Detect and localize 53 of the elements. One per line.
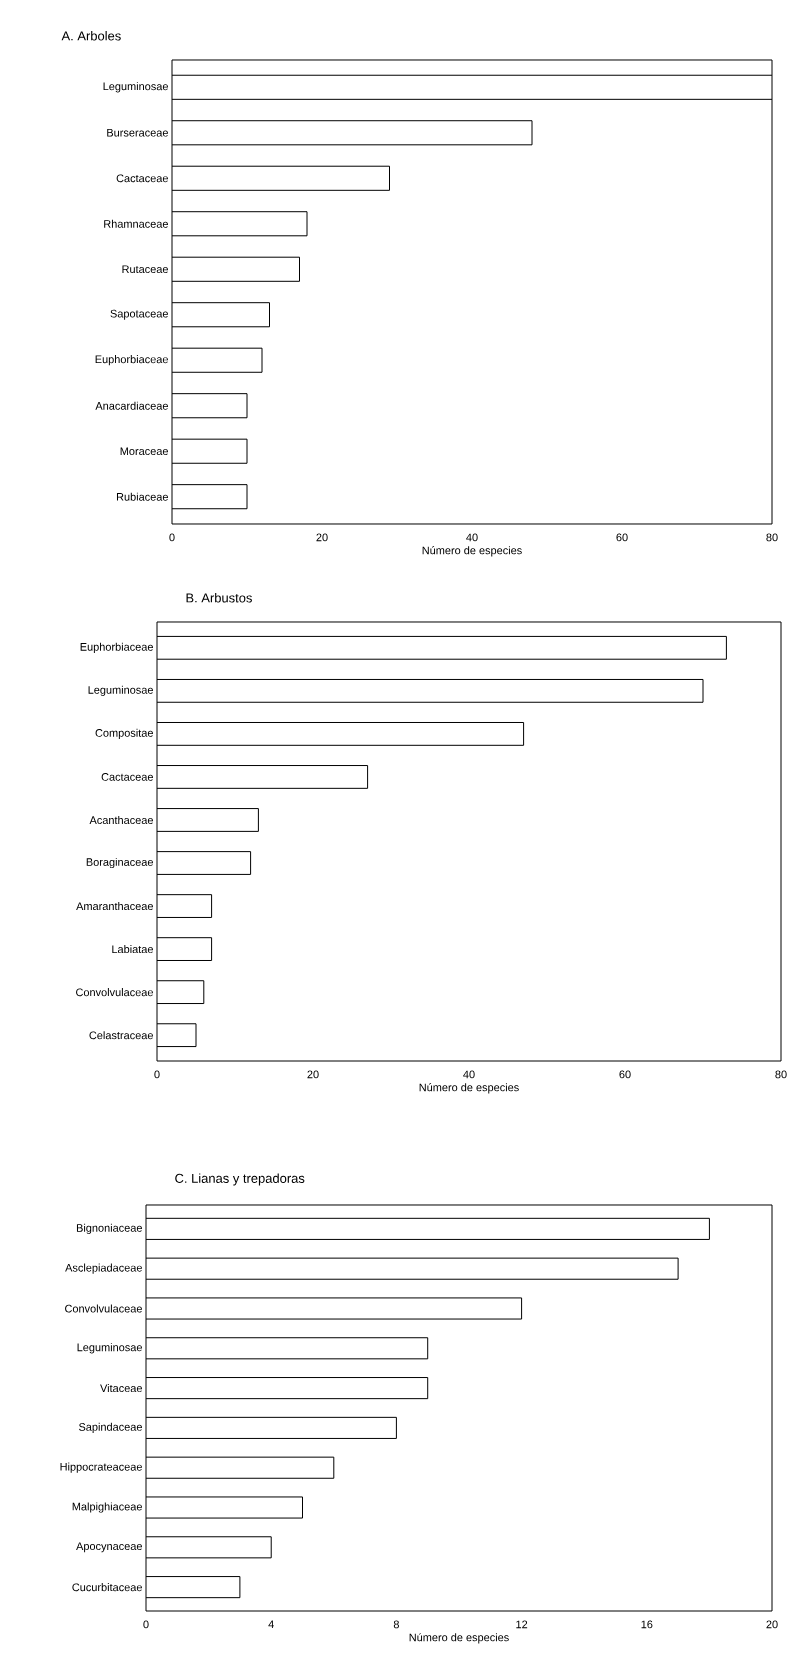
chart-title: B. Arbustos [186,592,252,603]
y-tick-label: Sapotaceae [110,309,168,320]
x-tick-label: 20 [766,1620,778,1629]
y-tick-label: Rutaceae [122,265,168,274]
y-tick-label: Euphorbiaceae [95,355,168,366]
y-tick-label: Acanthaceae [89,815,153,824]
x-tick-label: 0 [143,1620,149,1629]
y-tick-label: Anacardiaceae [95,401,168,410]
y-tick-label: Vitaceae [100,1384,142,1393]
y-tick-label: Moraceae [120,447,168,456]
y-tick-label: Burseraceae [107,128,168,137]
y-tick-label: Leguminosae [88,685,153,696]
y-tick-label: Celastraceae [89,1031,153,1040]
x-tick-label: 40 [463,1070,475,1079]
y-tick-label: Sapindaceae [79,1422,142,1433]
x-tick-label: 60 [619,1070,631,1079]
x-axis-title: Número de especies [409,1633,509,1644]
y-tick-label: Cucurbitaceae [72,1583,142,1592]
y-tick-label: Amaranthaceae [76,902,153,911]
x-tick-label: 80 [766,533,778,542]
y-tick-label: Compositae [95,728,153,739]
x-tick-label: 40 [466,533,478,542]
x-tick-label: 12 [516,1620,528,1629]
y-tick-label: Leguminosae [77,1343,142,1354]
y-tick-label: Leguminosae [103,82,168,93]
y-tick-label: Malpighiaceae [72,1502,142,1513]
x-axis-title: Número de especies [419,1083,519,1094]
y-tick-label: Asclepiadaceae [65,1263,142,1274]
y-tick-label: Boraginaceae [86,857,153,869]
x-tick-label: 20 [316,533,328,542]
x-tick-label: 20 [307,1070,319,1079]
chart-title: A. Arboles [61,30,121,41]
x-tick-label: 4 [268,1620,274,1629]
x-tick-label: 80 [775,1070,787,1079]
x-tick-label: 0 [154,1070,160,1079]
y-tick-label: Bignoniaceae [76,1223,142,1234]
x-tick-label: 60 [616,533,628,542]
x-tick-label: 0 [169,533,175,542]
chart-title: C. Lianas y trepadoras [175,1173,305,1186]
y-tick-label: Rhamnaceae [104,219,168,228]
y-tick-label: Convolvulaceae [76,988,153,997]
y-tick-label: Rubiaceae [116,492,168,501]
y-tick-label: Apocynaceae [76,1542,142,1553]
y-tick-label: Cactaceae [101,773,153,781]
x-tick-label: 8 [393,1620,399,1629]
x-axis-title: Número de especies [422,546,522,557]
y-tick-label: Euphorbiaceae [80,642,153,653]
y-tick-label: Labiatae [112,945,153,954]
bar [172,74,772,100]
y-tick-label: Hippocrateaceae [60,1462,142,1473]
y-tick-label: Cactaceae [116,174,168,183]
x-tick-label: 16 [641,1620,653,1629]
y-tick-label: Convolvulaceae [65,1304,142,1313]
